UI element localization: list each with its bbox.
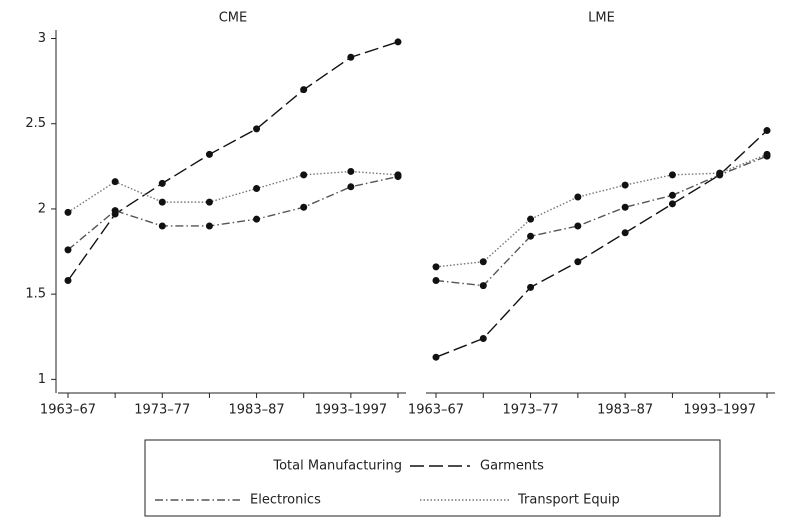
legend-box (144, 439, 721, 517)
data-point (111, 178, 119, 186)
data-point (300, 86, 308, 94)
data-point (763, 127, 771, 135)
y-tick-label: 2 (38, 201, 46, 216)
data-point (205, 222, 213, 230)
data-point (347, 53, 355, 61)
data-point (527, 283, 535, 291)
x-tick-label: 1963–67 (408, 403, 464, 418)
data-point (394, 38, 402, 46)
legend-label: Electronics (250, 493, 321, 508)
data-point (432, 263, 440, 271)
data-point (479, 282, 487, 290)
y-tick-label: 1 (38, 372, 46, 387)
data-point (205, 150, 213, 158)
data-point (668, 171, 676, 179)
data-point (64, 208, 72, 216)
y-tick-label: 1.5 (25, 287, 46, 302)
x-tick-label: 1973–77 (134, 403, 190, 418)
y-tick-label: 3 (38, 31, 46, 46)
data-point (111, 207, 119, 215)
data-point (763, 150, 771, 158)
series-line (67, 175, 399, 251)
data-point (300, 203, 308, 211)
data-point (432, 353, 440, 361)
data-point (668, 200, 676, 208)
legend-label: Transport Equip (517, 493, 620, 508)
x-tick-label: 1983–87 (597, 403, 653, 418)
x-tick-label: 1973–77 (503, 403, 559, 418)
data-point (574, 193, 582, 201)
y-tick-label: 2.5 (25, 116, 46, 131)
data-point (64, 277, 72, 285)
x-tick-label: 1993–1997 (315, 403, 388, 418)
x-tick-label: 1993–1997 (683, 403, 756, 418)
data-point (479, 334, 487, 342)
series-line (435, 130, 768, 358)
data-point (394, 171, 402, 179)
data-point (527, 232, 535, 240)
legend-label: Garments (480, 459, 544, 474)
data-point (668, 191, 676, 199)
data-point (432, 277, 440, 285)
panel-title: CME (219, 11, 248, 26)
data-point (574, 258, 582, 266)
data-point (347, 167, 355, 175)
data-point (479, 258, 487, 266)
panel-title: LME (588, 11, 615, 26)
legend-label: Total Manufacturing (272, 459, 402, 474)
data-point (253, 184, 261, 192)
data-point (347, 183, 355, 191)
data-point (621, 203, 629, 211)
data-point (205, 198, 213, 206)
data-point (527, 215, 535, 223)
x-tick-label: 1983–87 (229, 403, 285, 418)
series-line (435, 155, 768, 287)
data-point (158, 179, 166, 187)
data-point (253, 125, 261, 133)
data-point (300, 171, 308, 179)
data-point (716, 169, 724, 177)
x-tick-label: 1963–67 (40, 403, 96, 418)
data-point (574, 222, 582, 230)
data-point (158, 198, 166, 206)
data-point (158, 222, 166, 230)
data-point (621, 229, 629, 237)
data-point (253, 215, 261, 223)
data-point (64, 246, 72, 254)
series-line (67, 170, 399, 213)
series-line (67, 41, 399, 281)
data-point (621, 181, 629, 189)
